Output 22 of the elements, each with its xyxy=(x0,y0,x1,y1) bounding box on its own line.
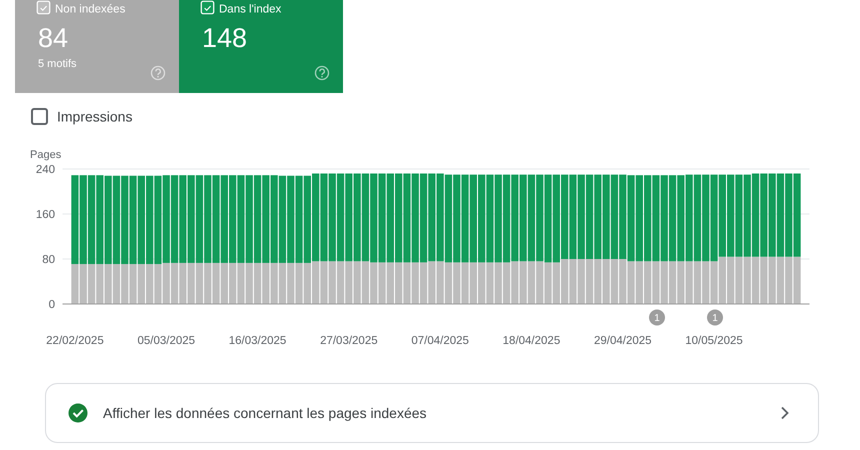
legend-label: Dans l'index xyxy=(219,4,282,16)
x-tick-label: 10/05/2025 xyxy=(685,335,743,347)
x-tick-label: 16/03/2025 xyxy=(228,335,286,347)
legend-label: Non indexées xyxy=(55,4,126,16)
y-tick-label: 80 xyxy=(42,254,55,266)
x-tick-label: 07/04/2025 xyxy=(411,335,469,347)
text: 148 xyxy=(202,23,248,53)
y-tick-label: 160 xyxy=(36,209,55,222)
text: 84 xyxy=(38,23,68,53)
text: Impressions xyxy=(57,108,132,124)
x-tick-label: 05/03/2025 xyxy=(137,335,196,347)
y-tick-label: 240 xyxy=(36,164,55,176)
x-tick-label: 18/04/2025 xyxy=(502,335,560,347)
text: 5 motifs xyxy=(38,58,78,70)
text: 1 xyxy=(712,313,718,324)
y-axis-title: Pages xyxy=(30,149,62,161)
x-tick-label: 22/02/2025 xyxy=(46,335,104,347)
text: Afficher les données concernant les pages indexées xyxy=(103,404,427,421)
y-tick-label: 0 xyxy=(48,299,55,312)
text: 1 xyxy=(654,313,660,324)
x-tick-label: 27/03/2025 xyxy=(320,335,378,347)
x-tick-label: 29/04/2025 xyxy=(594,335,652,347)
